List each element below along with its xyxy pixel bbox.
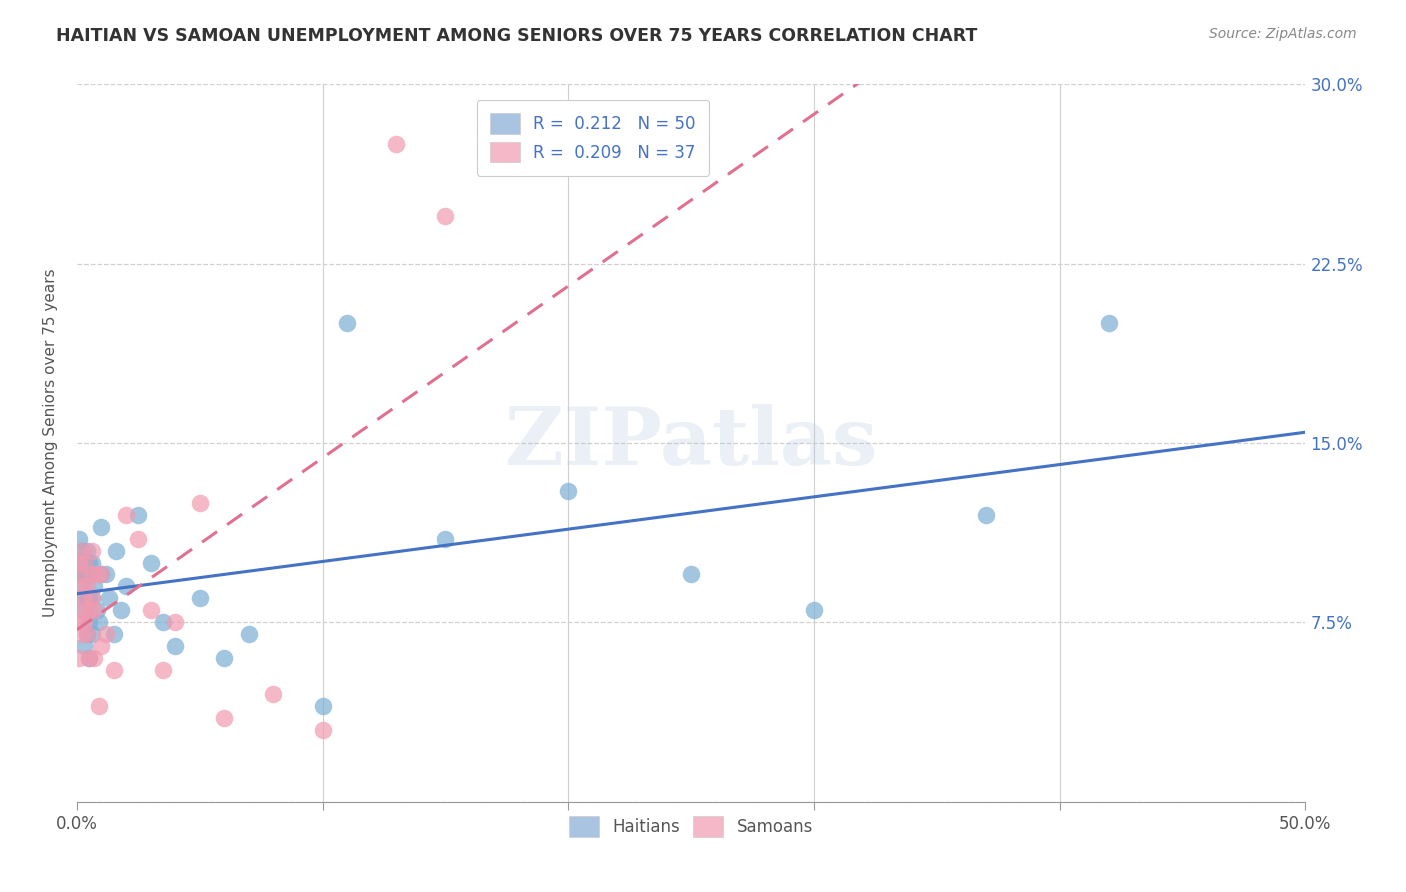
Point — [115, 579, 138, 593]
Point — [77, 651, 100, 665]
Point — [103, 663, 125, 677]
Point — [67, 532, 90, 546]
Point — [127, 508, 149, 522]
Point — [70, 579, 93, 593]
Point — [76, 627, 98, 641]
Point — [83, 579, 105, 593]
Point — [73, 603, 96, 617]
Point — [974, 508, 997, 522]
Point — [385, 137, 408, 152]
Point — [434, 209, 457, 223]
Point — [70, 543, 93, 558]
Text: HAITIAN VS SAMOAN UNEMPLOYMENT AMONG SENIORS OVER 75 YEARS CORRELATION CHART: HAITIAN VS SAMOAN UNEMPLOYMENT AMONG SEN… — [56, 27, 977, 45]
Point — [77, 591, 100, 606]
Point — [73, 556, 96, 570]
Point — [103, 627, 125, 641]
Point — [803, 603, 825, 617]
Point — [115, 508, 138, 522]
Point — [80, 567, 103, 582]
Point — [188, 496, 211, 510]
Point — [73, 615, 96, 630]
Point — [80, 591, 103, 606]
Point — [90, 639, 112, 653]
Point — [434, 532, 457, 546]
Point — [73, 639, 96, 653]
Point — [70, 543, 93, 558]
Point — [681, 567, 703, 582]
Point — [80, 627, 103, 641]
Point — [557, 483, 579, 498]
Point — [70, 627, 93, 641]
Point — [77, 567, 100, 582]
Point — [76, 567, 98, 582]
Point — [90, 567, 112, 582]
Point — [96, 567, 118, 582]
Point — [1098, 317, 1121, 331]
Point — [214, 711, 236, 725]
Point — [80, 543, 103, 558]
Point — [80, 556, 103, 570]
Point — [110, 603, 132, 617]
Point — [214, 651, 236, 665]
Point — [96, 627, 118, 641]
Point — [238, 627, 260, 641]
Point — [70, 603, 93, 617]
Point — [70, 591, 93, 606]
Y-axis label: Unemployment Among Seniors over 75 years: Unemployment Among Seniors over 75 years — [44, 268, 58, 617]
Point — [77, 556, 100, 570]
Point — [90, 567, 112, 582]
Point — [152, 615, 174, 630]
Point — [311, 698, 333, 713]
Text: ZIPatlas: ZIPatlas — [505, 404, 877, 482]
Point — [67, 651, 90, 665]
Point — [73, 556, 96, 570]
Point — [165, 639, 187, 653]
Point — [336, 317, 359, 331]
Point — [83, 651, 105, 665]
Point — [262, 687, 284, 701]
Point — [188, 591, 211, 606]
Point — [77, 603, 100, 617]
Point — [139, 603, 162, 617]
Point — [73, 591, 96, 606]
Point — [165, 615, 187, 630]
Legend: Haitians, Samoans: Haitians, Samoans — [562, 810, 820, 844]
Point — [127, 532, 149, 546]
Point — [76, 627, 98, 641]
Point — [70, 579, 93, 593]
Point — [67, 567, 90, 582]
Point — [87, 615, 110, 630]
Point — [90, 519, 112, 533]
Point — [70, 556, 93, 570]
Point — [311, 723, 333, 737]
Point — [67, 567, 90, 582]
Point — [76, 543, 98, 558]
Point — [105, 543, 128, 558]
Point — [70, 567, 93, 582]
Point — [76, 591, 98, 606]
Point — [97, 591, 120, 606]
Point — [139, 556, 162, 570]
Point — [80, 591, 103, 606]
Point — [152, 663, 174, 677]
Point — [77, 651, 100, 665]
Point — [76, 579, 98, 593]
Text: Source: ZipAtlas.com: Source: ZipAtlas.com — [1209, 27, 1357, 41]
Point — [86, 567, 108, 582]
Point — [73, 567, 96, 582]
Point — [87, 698, 110, 713]
Point — [86, 603, 108, 617]
Point — [67, 615, 90, 630]
Point — [67, 556, 90, 570]
Point — [67, 556, 90, 570]
Point — [83, 603, 105, 617]
Point — [77, 615, 100, 630]
